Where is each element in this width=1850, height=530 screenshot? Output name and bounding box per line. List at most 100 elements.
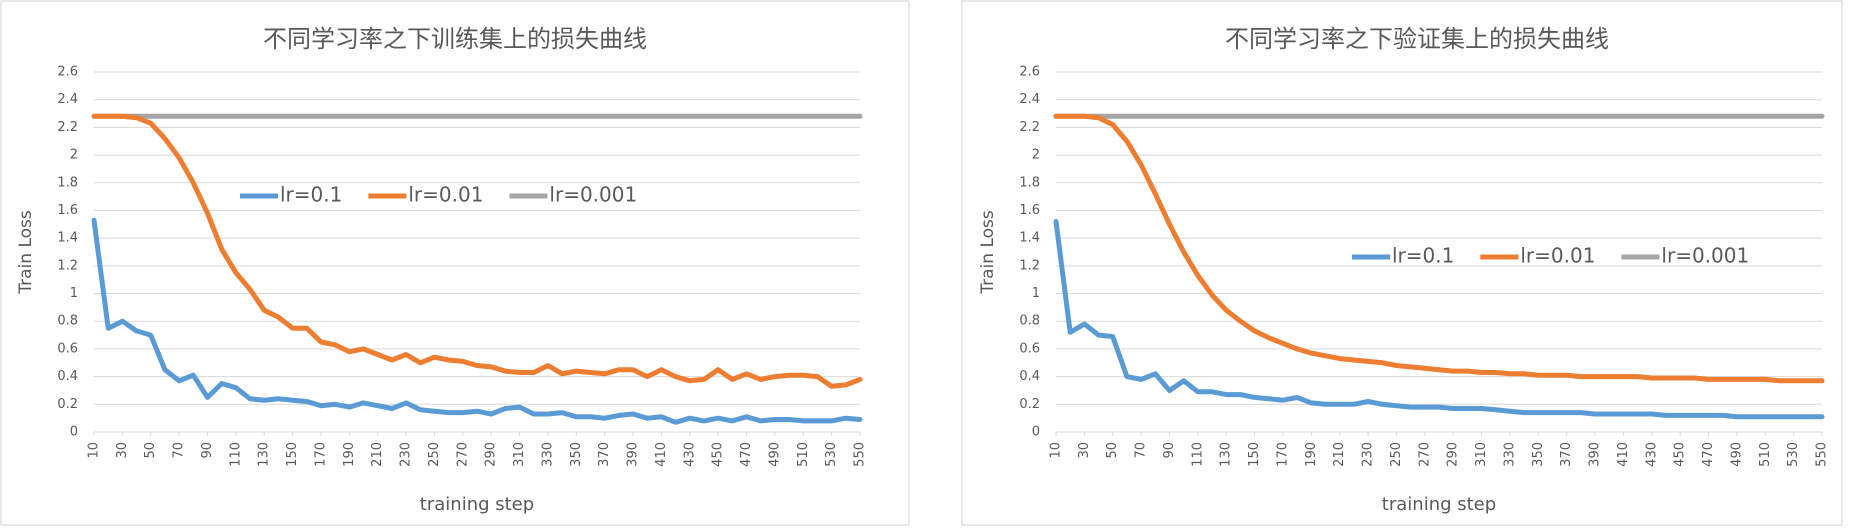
chart-panel <box>961 0 1843 526</box>
y-tick-label: 0 <box>70 425 78 440</box>
x-tick-label: 530 <box>1786 442 1801 467</box>
legend-label: lr=0.01 <box>1520 244 1595 268</box>
x-tick-label: 270 <box>455 442 470 467</box>
y-tick-label: 1.2 <box>57 258 78 273</box>
y-axis-label: Train Loss <box>978 210 998 295</box>
y-tick-label: 0.6 <box>1019 341 1040 356</box>
chart-panel <box>0 0 910 526</box>
x-tick-label: 430 <box>1644 442 1659 467</box>
series-line <box>1053 219 1825 420</box>
y-tick-label: 2 <box>1032 148 1040 163</box>
x-tick-label: 50 <box>1105 442 1120 459</box>
series-line <box>91 217 863 425</box>
y-tick-label: 0.2 <box>1019 397 1040 412</box>
x-tick-label: 90 <box>200 442 215 459</box>
x-tick-label: 370 <box>597 442 612 467</box>
x-tick-label: 410 <box>654 442 669 467</box>
x-tick-label: 470 <box>1701 442 1716 467</box>
x-tick-label: 30 <box>1077 442 1092 459</box>
x-tick-label: 170 <box>313 442 328 467</box>
x-tick-label: 390 <box>626 442 641 467</box>
legend-label: lr=0.001 <box>549 183 637 207</box>
y-tick-label: 0.6 <box>57 341 78 356</box>
legend-label: lr=0.1 <box>280 183 342 207</box>
x-tick-label: 290 <box>1446 442 1461 467</box>
x-tick-label: 250 <box>1389 442 1404 467</box>
x-tick-label: 450 <box>711 442 726 467</box>
x-tick-label: 550 <box>1815 442 1830 467</box>
x-tick-label: 330 <box>1502 442 1517 467</box>
x-tick-label: 10 <box>1049 442 1064 459</box>
y-tick-label: 1.4 <box>57 231 78 246</box>
y-axis-label: Train Loss <box>16 210 36 295</box>
legend-label: lr=0.001 <box>1661 244 1749 268</box>
x-tick-label: 410 <box>1616 442 1631 467</box>
chart: 不同学习率之下验证集上的损失曲线 0 0.2 0.4 0.6 0.8 1 1.2 1.4 1.6 1… <box>978 25 1830 515</box>
y-tick-label: 2 <box>70 148 78 163</box>
x-tick-label: 510 <box>796 442 811 467</box>
y-tick-label: 2.4 <box>1019 92 1040 107</box>
y-tick-label: 1.2 <box>1019 258 1040 273</box>
x-tick-label: 210 <box>370 442 385 467</box>
chart-title: 不同学习率之下验证集上的损失曲线 <box>1225 25 1609 53</box>
x-tick-label: 130 <box>257 442 272 467</box>
y-tick-label: 0.4 <box>1019 369 1040 384</box>
x-tick-label: 190 <box>1304 442 1319 467</box>
legend-label: lr=0.01 <box>408 183 483 207</box>
x-tick-label: 350 <box>569 442 584 467</box>
x-tick-label: 310 <box>512 442 527 467</box>
x-tick-label: 470 <box>739 442 754 467</box>
y-tick-label: 2.2 <box>57 120 78 135</box>
x-tick-label: 170 <box>1275 442 1290 467</box>
chart-title: 不同学习率之下训练集上的损失曲线 <box>263 25 647 53</box>
x-tick-label: 150 <box>1247 442 1262 467</box>
x-tick-label: 230 <box>399 442 414 467</box>
x-tick-label: 110 <box>1190 442 1205 467</box>
y-tick-label: 0.8 <box>1019 314 1040 329</box>
x-tick-label: 550 <box>853 442 868 467</box>
x-tick-label: 70 <box>172 442 187 459</box>
y-tick-label: 1.8 <box>57 175 78 190</box>
x-tick-label: 270 <box>1417 442 1432 467</box>
x-tick-label: 230 <box>1361 442 1376 467</box>
series-line <box>91 113 863 389</box>
x-tick-label: 390 <box>1588 442 1603 467</box>
x-tick-label: 530 <box>824 442 839 467</box>
x-tick-label: 290 <box>484 442 499 467</box>
x-tick-label: 50 <box>143 442 158 459</box>
y-tick-label: 1.6 <box>1019 203 1040 218</box>
x-tick-label: 490 <box>1729 442 1744 467</box>
x-tick-label: 30 <box>115 442 130 459</box>
x-tick-label: 130 <box>1219 442 1234 467</box>
y-tick-label: 0.2 <box>57 397 78 412</box>
x-tick-label: 450 <box>1673 442 1688 467</box>
y-tick-label: 2.4 <box>57 92 78 107</box>
x-tick-label: 10 <box>87 442 102 459</box>
x-tick-label: 90 <box>1162 442 1177 459</box>
x-tick-label: 370 <box>1559 442 1574 467</box>
y-tick-label: 0.8 <box>57 314 78 329</box>
y-tick-label: 2.6 <box>57 65 78 80</box>
y-tick-label: 1.8 <box>1019 175 1040 190</box>
x-axis-label: training step <box>420 494 534 515</box>
y-tick-label: 2.6 <box>1019 65 1040 80</box>
y-tick-label: 1 <box>70 286 78 301</box>
y-tick-label: 0.4 <box>57 369 78 384</box>
x-tick-label: 430 <box>682 442 697 467</box>
y-tick-label: 1 <box>1032 286 1040 301</box>
x-tick-label: 210 <box>1332 442 1347 467</box>
x-tick-label: 70 <box>1134 442 1149 459</box>
y-tick-label: 0 <box>1032 425 1040 440</box>
x-tick-label: 330 <box>540 442 555 467</box>
x-tick-label: 110 <box>228 442 243 467</box>
x-tick-label: 350 <box>1531 442 1546 467</box>
series-line <box>1053 113 1825 384</box>
y-tick-label: 2.2 <box>1019 120 1040 135</box>
x-axis-label: training step <box>1382 494 1496 515</box>
y-tick-label: 1.4 <box>1019 231 1040 246</box>
x-tick-label: 250 <box>427 442 442 467</box>
chart: 不同学习率之下训练集上的损失曲线 0 0.2 0.4 0.6 0.8 1 1.2 1.4 1.6 1… <box>16 25 868 515</box>
x-tick-label: 490 <box>767 442 782 467</box>
